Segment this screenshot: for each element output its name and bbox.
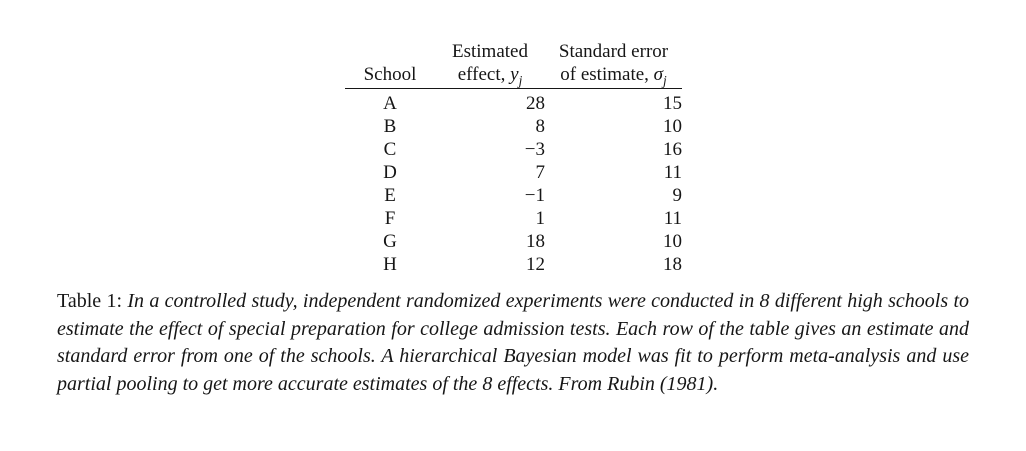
effect-cell: 1 [535,208,546,229]
effect-cell: 28 [526,93,545,114]
effect-cell: −1 [524,185,545,206]
header-effect-subscript: j [518,72,523,88]
header-school-spacer [345,40,435,63]
table-row: F 1 11 [345,207,682,230]
header-effect-prefix: effect, [457,64,511,85]
school-cell: C [383,139,397,160]
school-cell: H [383,254,397,275]
school-cell: A [383,93,397,114]
table-body: A 28 15 B 8 10 C −3 16 D 7 11 E −1 [345,89,682,277]
school-cell: D [383,162,397,183]
caption-body: In a controlled study, independent rando… [57,290,969,395]
table-row: H 12 18 [345,253,682,276]
effect-cell: −3 [524,139,545,160]
school-cell: B [383,116,397,137]
table-caption: Table 1: In a controlled study, independ… [57,288,969,398]
table-row: E −1 9 [345,184,682,207]
table-row: C −3 16 [345,138,682,161]
effect-cell: 18 [526,231,545,252]
effect-cell: 7 [535,162,546,183]
header-stderr-symbol: σ [653,64,664,85]
stderr-cell: 18 [663,254,682,275]
table-row: B 8 10 [345,115,682,138]
stderr-cell: 11 [663,208,682,229]
table-header-row-2: School effect, yj of estimate, σj [345,63,682,89]
schools-table: Estimated Standard error School effect, … [345,40,682,276]
school-cell: E [384,185,396,206]
effect-cell: 8 [535,116,546,137]
header-stderr-prefix: of estimate, [560,64,654,85]
stderr-cell: 11 [663,162,682,183]
stderr-cell: 16 [663,139,682,160]
school-cell: G [383,231,397,252]
header-school: School [345,63,435,89]
stderr-cell: 10 [663,116,682,137]
stderr-cell: 9 [672,185,683,206]
header-effect-symbol: y [510,64,519,85]
table-row: G 18 10 [345,230,682,253]
effect-cell: 12 [526,254,545,275]
table-header-row-1: Estimated Standard error [345,40,682,63]
table-row: A 28 15 [345,89,682,116]
header-estimated-line1: Estimated [452,41,528,62]
header-effect-line2: effect, yj [435,63,545,89]
table-row: D 7 11 [345,161,682,184]
header-stderr-subscript: j [663,72,667,88]
stderr-cell: 15 [663,93,682,114]
stderr-cell: 10 [663,231,682,252]
table-header: Estimated Standard error School effect, … [345,40,682,89]
header-stderr-line1: Standard error [558,41,669,62]
caption-label: Table 1: [57,290,123,312]
school-cell: F [384,208,396,229]
header-stderr-line2: of estimate, σj [545,63,682,89]
